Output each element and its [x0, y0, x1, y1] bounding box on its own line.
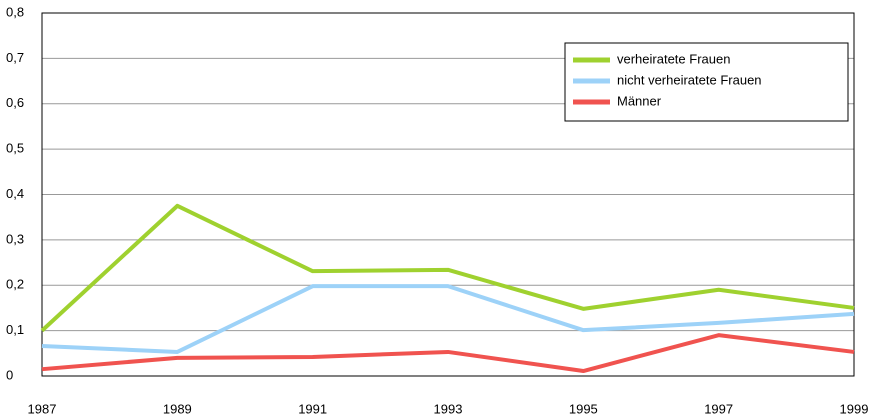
x-tick-label: 1993: [434, 401, 463, 416]
y-tick-label: 0,6: [6, 95, 24, 110]
series-line: [41, 284, 855, 354]
legend-label: verheiratete Frauen: [617, 51, 730, 66]
y-tick-label: 0,2: [6, 277, 24, 292]
series-line: [41, 333, 855, 374]
series-line: [40, 203, 855, 333]
y-tick-label: 0,1: [6, 322, 24, 337]
x-tick-label: 1989: [163, 401, 192, 416]
y-tick-label: 0: [6, 367, 13, 382]
y-tick-label: 0,5: [6, 141, 24, 156]
x-tick-label: 1999: [840, 401, 869, 416]
y-tick-label: 0,8: [6, 4, 24, 19]
y-tick-label: 0,7: [6, 50, 24, 65]
legend-label: nicht verheiratete Frauen: [617, 72, 762, 87]
legend-box: [564, 42, 849, 122]
x-tick-label: 1987: [28, 401, 57, 416]
y-tick-label: 0,4: [6, 186, 24, 201]
legend-label: Männer: [617, 93, 662, 108]
plot-border: [41, 12, 855, 377]
y-tick-label: 0,3: [6, 231, 24, 246]
x-tick-label: 1995: [569, 401, 598, 416]
x-tick-label: 1991: [298, 401, 327, 416]
x-tick-label: 1997: [704, 401, 733, 416]
